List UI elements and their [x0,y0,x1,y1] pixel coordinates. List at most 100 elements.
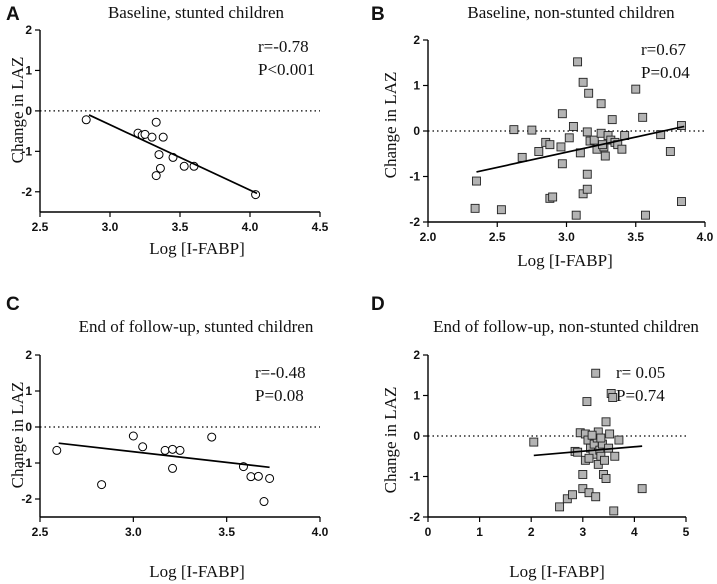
data-point [52,445,62,455]
data-point [470,203,480,213]
panel-c: C End of follow-up, stunted children r=-… [6,294,329,581]
data-point [568,121,578,131]
x-tick-label: 2 [528,525,535,539]
data-point [557,109,567,119]
data-point [638,112,648,122]
regression-line [533,445,643,457]
x-tick-label: 3.5 [172,220,189,234]
data-point [677,197,686,206]
p-value: P<0.001 [258,60,315,79]
data-point [617,144,627,154]
y-axis-label: Change in LAZ [8,382,27,489]
panel-title: End of follow-up, stunted children [79,317,314,336]
y-tick-label: -2 [21,185,32,199]
data-point [128,431,138,441]
panel-a: A Baseline, stunted children r=-0.78 P<0… [6,3,329,258]
data-point [600,455,609,465]
x-tick-label: 4.0 [312,525,329,539]
data-point [591,368,601,378]
p-value: P=0.08 [255,386,304,405]
data-point [496,205,506,215]
y-tick-label: -1 [21,144,32,158]
x-tick-label: 4.5 [312,220,329,234]
data-point [582,127,592,137]
data-point [587,430,597,440]
data-point [582,184,592,194]
data-point [81,115,91,125]
x-tick-label: 1 [476,525,483,539]
data-point [568,490,577,500]
y-tick-label: -1 [21,456,32,470]
y-tick-label: -1 [409,470,420,484]
regression-line [88,114,258,195]
data-point [656,130,666,140]
panel-letter: B [371,4,385,25]
y-tick-label: -2 [409,510,420,524]
data-point [158,132,168,142]
data-point [596,99,606,109]
data-point [591,492,601,502]
y-tick-label: -2 [21,492,32,506]
x-tick-label: 3.0 [558,230,575,244]
data-point [582,397,592,407]
data-point [151,171,161,181]
data-point [517,152,527,162]
data-point [610,451,620,461]
data-point [557,159,567,169]
panel-letter: D [371,294,385,315]
y-tick-label: -1 [409,170,420,184]
y-tick-label: 0 [25,420,32,434]
data-point [582,169,592,179]
data-point [246,472,256,482]
data-point [571,210,581,220]
data-point [175,445,185,455]
data-point [584,88,594,98]
y-tick-label: 0 [413,429,420,443]
y-tick-label: 2 [25,348,32,362]
x-tick-label: 4.0 [697,230,714,244]
data-point [151,117,161,127]
data-point [601,417,611,427]
x-tick-label: 0 [425,525,432,539]
panel-title: End of follow-up, non-stunted children [433,317,699,336]
data-point [265,473,275,483]
data-point [529,437,539,447]
data-point [600,151,610,161]
data-point [147,132,157,142]
y-tick-label: 1 [25,63,32,77]
data-point [584,453,594,463]
data-point [534,147,544,156]
data-point [601,474,611,483]
data-point [608,393,618,402]
y-tick-label: 2 [413,33,420,47]
data-point [509,125,519,135]
x-tick-label: 2.5 [32,525,49,539]
data-point [527,125,537,135]
data-point [677,121,686,130]
x-tick-label: 4 [631,525,638,539]
data-point [589,135,599,145]
data-point [472,176,481,186]
data-point [607,115,617,125]
data-point [578,77,588,87]
data-point [548,192,558,202]
data-point [207,432,217,442]
data-point [168,463,178,473]
data-point [253,471,263,481]
x-tick-label: 2.5 [489,230,506,244]
data-point [555,502,565,512]
y-tick-label: 1 [413,389,420,403]
y-axis-label: Change in LAZ [8,57,27,164]
x-tick-label: 3 [579,525,586,539]
x-tick-label: 4.0 [242,220,259,234]
data-point [155,163,165,173]
data-point [605,429,615,439]
x-tick-label: 3.5 [627,230,644,244]
data-point [614,435,624,445]
regression-line [58,442,270,469]
data-point [640,210,650,220]
x-axis-label: Log [I-FABP] [149,562,245,581]
data-point [97,480,107,490]
data-point [154,150,164,160]
x-axis-label: Log [I-FABP] [517,251,613,270]
